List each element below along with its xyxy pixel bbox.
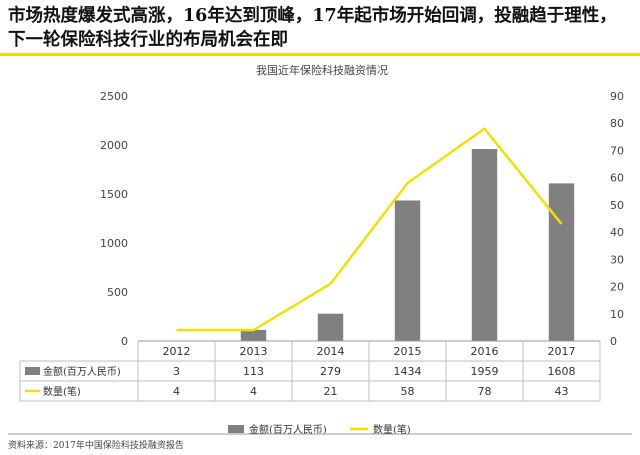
- y-left-tick-label: 2500: [100, 90, 128, 103]
- y-right-tick-label: 20: [610, 281, 624, 294]
- table-row-label: 数量(笔): [43, 385, 81, 398]
- x-tick-label: 2015: [394, 345, 422, 358]
- chart-title: 我国近年保险科技融资情况: [256, 63, 388, 77]
- bar-amount: [471, 149, 498, 341]
- x-tick-label: 2012: [163, 345, 191, 358]
- accent-divider: [0, 53, 640, 56]
- y-left-tick-label: 1000: [100, 237, 128, 250]
- data-label-count: 78: [478, 385, 492, 398]
- source-footnote: 资料来源：2017年中国保险科技投融资报告: [8, 441, 184, 451]
- data-label-amount: 1434: [394, 365, 422, 378]
- x-tick-label: 2017: [548, 345, 576, 358]
- y-left-tick-label: 500: [107, 286, 128, 299]
- data-label-amount: 113: [243, 365, 264, 378]
- data-label-amount: 3: [173, 365, 180, 378]
- y-left-tick-label: 2000: [100, 139, 128, 152]
- x-tick-label: 2016: [471, 345, 499, 358]
- y-right-tick-label: 0: [610, 335, 617, 348]
- y-right-tick-label: 60: [610, 172, 624, 185]
- legend-swatch-bar: [228, 425, 244, 433]
- data-label-count: 58: [401, 385, 415, 398]
- line-count: [176, 127, 563, 332]
- y-left-tick-label: 1500: [100, 188, 128, 201]
- y-right-tick-label: 70: [610, 144, 624, 157]
- y-right-tick-label: 90: [610, 90, 624, 103]
- table-row-label: 金额(百万人民币): [43, 365, 121, 378]
- y-right-tick-label: 10: [610, 308, 624, 321]
- x-tick-label: 2013: [240, 345, 268, 358]
- y-right-tick-label: 80: [610, 117, 624, 130]
- y-right-tick-label: 50: [610, 199, 624, 212]
- x-tick-label: 2014: [317, 345, 345, 358]
- table-key-bar: [25, 367, 40, 375]
- page-headline: 市场热度爆发式高涨，16年达到顶峰，17年起市场开始回调，投融趋于理性，下一轮保…: [8, 6, 617, 50]
- y-right-tick-label: 30: [610, 253, 624, 266]
- data-label-amount: 1608: [548, 365, 576, 378]
- data-label-count: 21: [324, 385, 338, 398]
- legend-label: 金额(百万人民币): [249, 423, 327, 436]
- data-label-count: 4: [250, 385, 257, 398]
- data-label-count: 4: [173, 385, 180, 398]
- y-left-tick-label: 0: [121, 335, 128, 348]
- chart: 我国近年保险科技融资情况 0 500 1000 1500 2000 2500 0 10 20 30…: [8, 63, 632, 436]
- data-label-amount: 1959: [471, 365, 499, 378]
- bar-amount: [548, 183, 575, 341]
- y-right-tick-label: 40: [610, 226, 624, 239]
- data-label-amount: 279: [320, 365, 341, 378]
- bar-amount: [317, 313, 344, 341]
- bar-amount: [394, 200, 421, 341]
- legend-label: 数量(笔): [373, 423, 411, 436]
- bar-amount: [240, 329, 267, 341]
- data-label-count: 43: [555, 385, 569, 398]
